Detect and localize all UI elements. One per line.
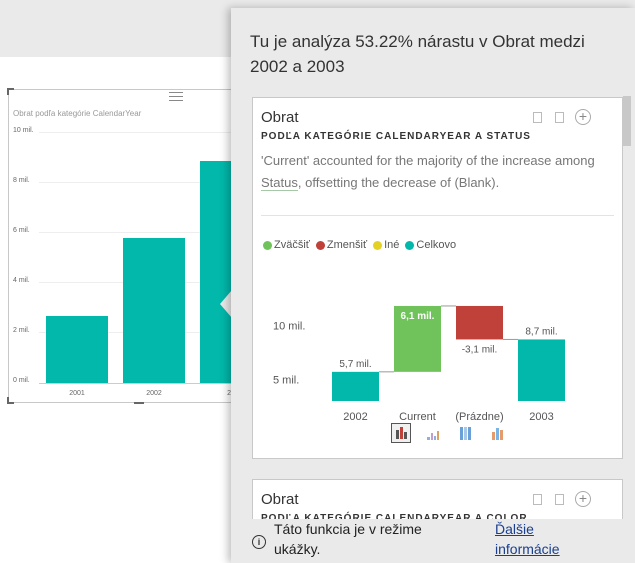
x-tick-label: Current	[399, 411, 436, 423]
learn-more-link[interactable]: Ďalšie informácie	[495, 521, 560, 557]
preview-footer: i Táto funkcia je v režime ukážky. Ďalši…	[231, 519, 635, 563]
x-tick-label: 2002	[146, 390, 162, 397]
legend-item: Iné	[373, 239, 399, 251]
y-tick-label: 8 mil.	[13, 177, 30, 184]
scrollbar[interactable]	[623, 96, 631, 146]
legend-swatch	[405, 240, 415, 250]
x-tick-label: (Prázdne)	[455, 411, 503, 423]
y-tick-label: 5 mil.	[273, 374, 299, 386]
chart-legend: Zväčšiť Zmenšiť Iné Celkovo	[263, 239, 456, 251]
waterfall-bar	[332, 371, 379, 401]
y-tick-label: 10 mil.	[13, 127, 34, 134]
x-tick-label: 2002	[343, 411, 367, 423]
chart-type-switcher	[391, 423, 507, 443]
insight-card: Obrat PODĽA KATEGÓRIE CALENDARYEAR A STA…	[252, 97, 623, 459]
waterfall-bar	[394, 305, 441, 372]
y-tick-label: 10 mil.	[273, 320, 305, 332]
resize-handle[interactable]	[134, 397, 144, 404]
feedback-icon[interactable]	[555, 494, 564, 505]
insight-text: 'Current' accounted for the majority of …	[261, 153, 595, 191]
y-tick-label: 4 mil.	[13, 277, 30, 284]
card-subtitle: PODĽA KATEGÓRIE CALENDARYEAR A COLOR	[261, 513, 528, 524]
legend-item: Zmenšiť	[315, 239, 367, 251]
waterfall-bar	[518, 339, 565, 401]
feedback-icon[interactable]	[533, 112, 542, 123]
background-column-chart[interactable]: Obrat podľa kategórie CalendarYear 10 mi…	[7, 88, 266, 404]
y-tick-label: 2 mil.	[13, 327, 30, 334]
data-label: 5,7 mil.	[339, 359, 371, 370]
background-chart-title: Obrat podľa kategórie CalendarYear	[13, 109, 142, 118]
y-tick-label: 6 mil.	[13, 227, 30, 234]
insight-highlight: Status	[261, 175, 298, 191]
info-icon: i	[252, 535, 266, 549]
bar-2002[interactable]	[123, 238, 185, 383]
card-subtitle: PODĽA KATEGÓRIE CALENDARYEAR A STATUS	[261, 131, 531, 142]
legend-swatch	[315, 240, 325, 250]
legend-swatch	[263, 240, 272, 250]
preview-notice: Táto funkcia je v režime ukážky.	[274, 521, 422, 557]
x-tick-label: 2001	[69, 390, 85, 397]
card-title: Obrat	[261, 109, 299, 126]
stacked-chart-type-icon[interactable]	[487, 423, 507, 443]
add-icon[interactable]: +	[575, 491, 591, 507]
card-title: Obrat	[261, 491, 299, 508]
resize-handle[interactable]	[7, 397, 14, 404]
waterfall-chart: 10 mil. 5 mil. 5,7 mil. 2002 6,1 mil. Current…	[273, 305, 565, 423]
x-tick-label: 2003	[529, 411, 553, 423]
feedback-icon[interactable]	[555, 112, 564, 123]
bar-2001[interactable]	[46, 316, 108, 383]
data-label: 8,7 mil.	[525, 326, 557, 337]
legend-swatch	[373, 240, 383, 250]
column-chart-type-icon[interactable]	[455, 423, 475, 443]
y-tick-label: 0 mil.	[13, 377, 30, 384]
panel-title: Tu je analýza 53.22% nárastu v Obrat med…	[250, 32, 585, 76]
waterfall-chart-type-icon[interactable]	[391, 423, 411, 443]
drag-grip-icon[interactable]	[169, 92, 183, 101]
feedback-icon[interactable]	[533, 494, 542, 505]
add-icon[interactable]: +	[575, 109, 591, 125]
scatter-chart-type-icon[interactable]	[423, 423, 443, 443]
resize-handle[interactable]	[7, 88, 14, 95]
waterfall-bar	[456, 305, 503, 340]
legend-item: Zväčšiť	[263, 239, 310, 251]
data-label: 6,1 mil.	[401, 311, 435, 322]
data-label: -3,1 mil.	[462, 344, 498, 355]
divider	[261, 215, 614, 216]
insights-panel: Tu je analýza 53.22% nárastu v Obrat med…	[231, 8, 635, 563]
legend-item: Celkovo	[405, 239, 456, 251]
x-tick-label: 20	[211, 390, 251, 397]
panel-pointer	[220, 290, 232, 318]
